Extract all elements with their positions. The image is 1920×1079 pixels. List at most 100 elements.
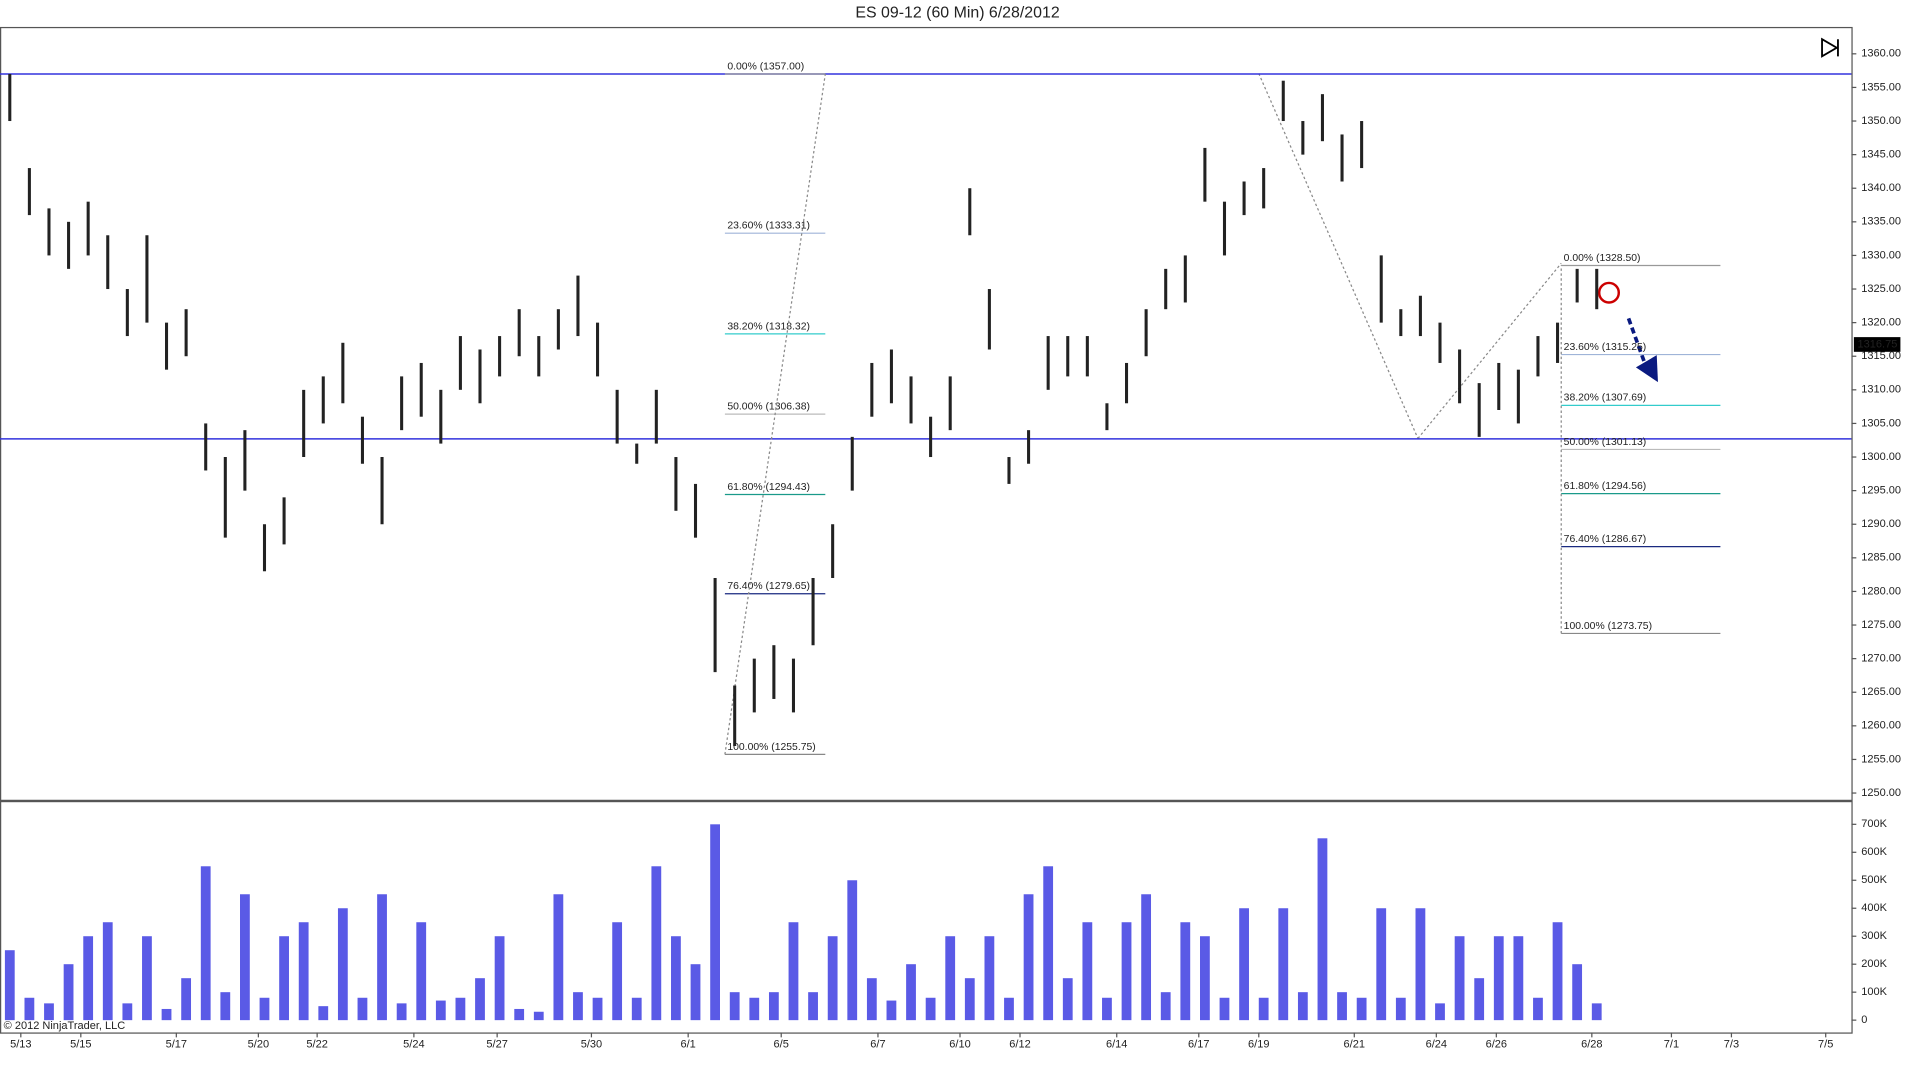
- last-price-box: [1853, 337, 1901, 352]
- volume-bar: [1552, 922, 1563, 1021]
- x-tick-label: 6/14: [1106, 1039, 1127, 1051]
- x-tick-label: 5/27: [486, 1039, 507, 1051]
- x-tick-label: 6/1: [680, 1039, 695, 1051]
- volume-bar: [1297, 992, 1308, 1021]
- y-tick-label: 100K: [1861, 986, 1887, 998]
- volume-bar: [181, 978, 192, 1021]
- volume-bar: [279, 936, 289, 1021]
- x-tick-label: 7/1: [1664, 1039, 1679, 1051]
- volume-bar: [690, 964, 701, 1021]
- volume-bar: [1278, 908, 1289, 1021]
- volume-bar: [44, 1003, 54, 1021]
- y-tick-label: 1295.00: [1861, 485, 1901, 497]
- x-tick-label: 6/12: [1009, 1039, 1030, 1051]
- volume-bar: [710, 824, 720, 1021]
- volume-bar: [906, 964, 916, 1021]
- volume-bar: [102, 922, 113, 1021]
- volume-bar: [1219, 997, 1230, 1021]
- volume-bar: [651, 866, 662, 1021]
- x-tick-label: 7/5: [1818, 1039, 1833, 1051]
- y-tick-label: 1300.00: [1861, 451, 1901, 463]
- volume-bar: [1376, 908, 1387, 1021]
- volume-bar: [592, 997, 603, 1021]
- volume-bar: [553, 894, 564, 1021]
- y-tick-label: 1340.00: [1861, 182, 1901, 194]
- fib-label: 61.80% (1294.56): [1564, 481, 1647, 492]
- y-tick-label: 1280.00: [1861, 585, 1901, 597]
- volume-bar: [416, 922, 427, 1021]
- volume-bar: [83, 936, 94, 1021]
- price-panel: [0, 26, 1853, 801]
- y-tick-label: 1290.00: [1861, 518, 1901, 530]
- volume-bar: [749, 997, 760, 1021]
- volume-bar: [1337, 992, 1347, 1021]
- volume-panel: [0, 800, 1853, 1034]
- x-tick-label: 5/20: [248, 1039, 269, 1051]
- fib-label: 38.20% (1318.32): [727, 321, 810, 332]
- volume-bar: [514, 1008, 525, 1021]
- fib-label: 100.00% (1255.75): [727, 742, 815, 753]
- x-tick-label: 6/7: [870, 1039, 885, 1051]
- volume-bar: [1415, 908, 1426, 1021]
- volume-bar: [788, 922, 799, 1021]
- volume-bar: [964, 978, 975, 1021]
- volume-bar: [455, 997, 466, 1021]
- volume-bar: [631, 997, 642, 1021]
- volume-bar: [161, 1008, 172, 1021]
- y-tick-label: 1335.00: [1861, 216, 1901, 228]
- volume-bar: [1200, 936, 1210, 1021]
- x-tick-label: 6/5: [774, 1039, 789, 1051]
- y-tick-label: 1330.00: [1861, 249, 1901, 261]
- volume-bar: [1591, 1003, 1602, 1021]
- y-tick-label: 0: [1861, 1014, 1867, 1026]
- volume-bar: [847, 880, 858, 1021]
- volume-bar: [122, 1003, 133, 1021]
- volume-bar: [612, 922, 623, 1021]
- volume-bar: [984, 936, 995, 1021]
- skip-button[interactable]: [1817, 36, 1845, 59]
- y-tick-label: 1275.00: [1861, 619, 1901, 631]
- volume-bar: [866, 978, 877, 1021]
- volume-bar: [494, 936, 505, 1021]
- volume-bar: [298, 922, 309, 1021]
- volume-bar: [1435, 1003, 1445, 1021]
- volume-bar: [4, 950, 15, 1021]
- fib-label: 76.40% (1279.65): [727, 581, 810, 592]
- volume-bar: [1121, 922, 1132, 1021]
- volume-bar: [808, 992, 818, 1021]
- y-tick-label: 1355.00: [1861, 81, 1901, 93]
- volume-bar: [1004, 997, 1014, 1021]
- fib-label: 38.20% (1307.69): [1564, 393, 1647, 404]
- volume-bar: [1082, 922, 1093, 1021]
- volume-bar: [1454, 936, 1465, 1021]
- y-tick-label: 600K: [1861, 846, 1887, 858]
- x-tick-label: 5/15: [70, 1039, 91, 1051]
- volume-bar: [1493, 936, 1504, 1021]
- volume-bar: [1572, 964, 1583, 1021]
- volume-bar: [945, 936, 956, 1021]
- volume-bar: [768, 992, 779, 1021]
- chart-title: ES 09-12 (60 Min) 6/28/2012: [855, 5, 1059, 22]
- volume-bar: [357, 997, 368, 1021]
- volume-bar: [1474, 978, 1485, 1021]
- y-tick-label: 1320.00: [1861, 317, 1901, 329]
- x-tick-label: 5/24: [403, 1039, 424, 1051]
- volume-bar: [1356, 997, 1367, 1021]
- volume-bar: [475, 978, 485, 1021]
- fib-label: 23.60% (1315.25): [1564, 342, 1647, 353]
- volume-bar: [318, 1006, 329, 1021]
- volume-bar: [396, 1003, 407, 1021]
- y-tick-label: 200K: [1861, 958, 1887, 970]
- y-tick-label: 1310.00: [1861, 384, 1901, 396]
- volume-bar: [573, 992, 583, 1021]
- fib-label: 50.00% (1306.38): [727, 402, 810, 413]
- volume-bar: [1258, 997, 1269, 1021]
- volume-bar: [63, 964, 74, 1021]
- volume-bar: [259, 997, 270, 1021]
- volume-bar: [886, 1000, 897, 1021]
- x-tick-label: 6/10: [949, 1039, 970, 1051]
- volume-bar: [1533, 997, 1543, 1021]
- y-tick-label: 1360.00: [1861, 48, 1901, 60]
- y-tick-label: 1345.00: [1861, 149, 1901, 161]
